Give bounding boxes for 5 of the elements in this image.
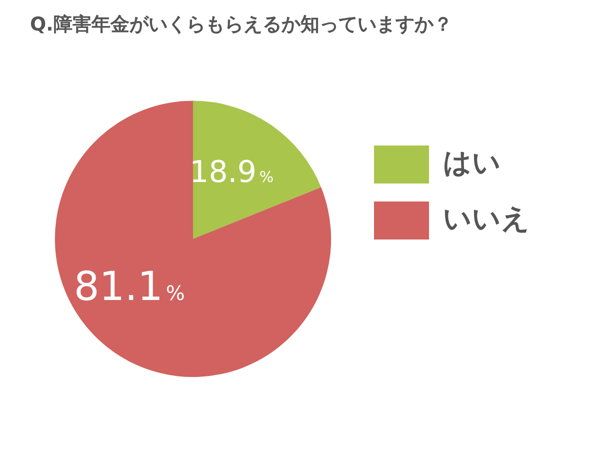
legend-label: はい xyxy=(443,146,501,179)
legend-label: いいえ xyxy=(443,202,530,235)
data-label: 81.1% xyxy=(74,264,185,310)
chart-title: Q.障害年金がいくらもらえるか知っていますか？ xyxy=(30,13,452,36)
data-label: 18.9% xyxy=(190,155,274,190)
